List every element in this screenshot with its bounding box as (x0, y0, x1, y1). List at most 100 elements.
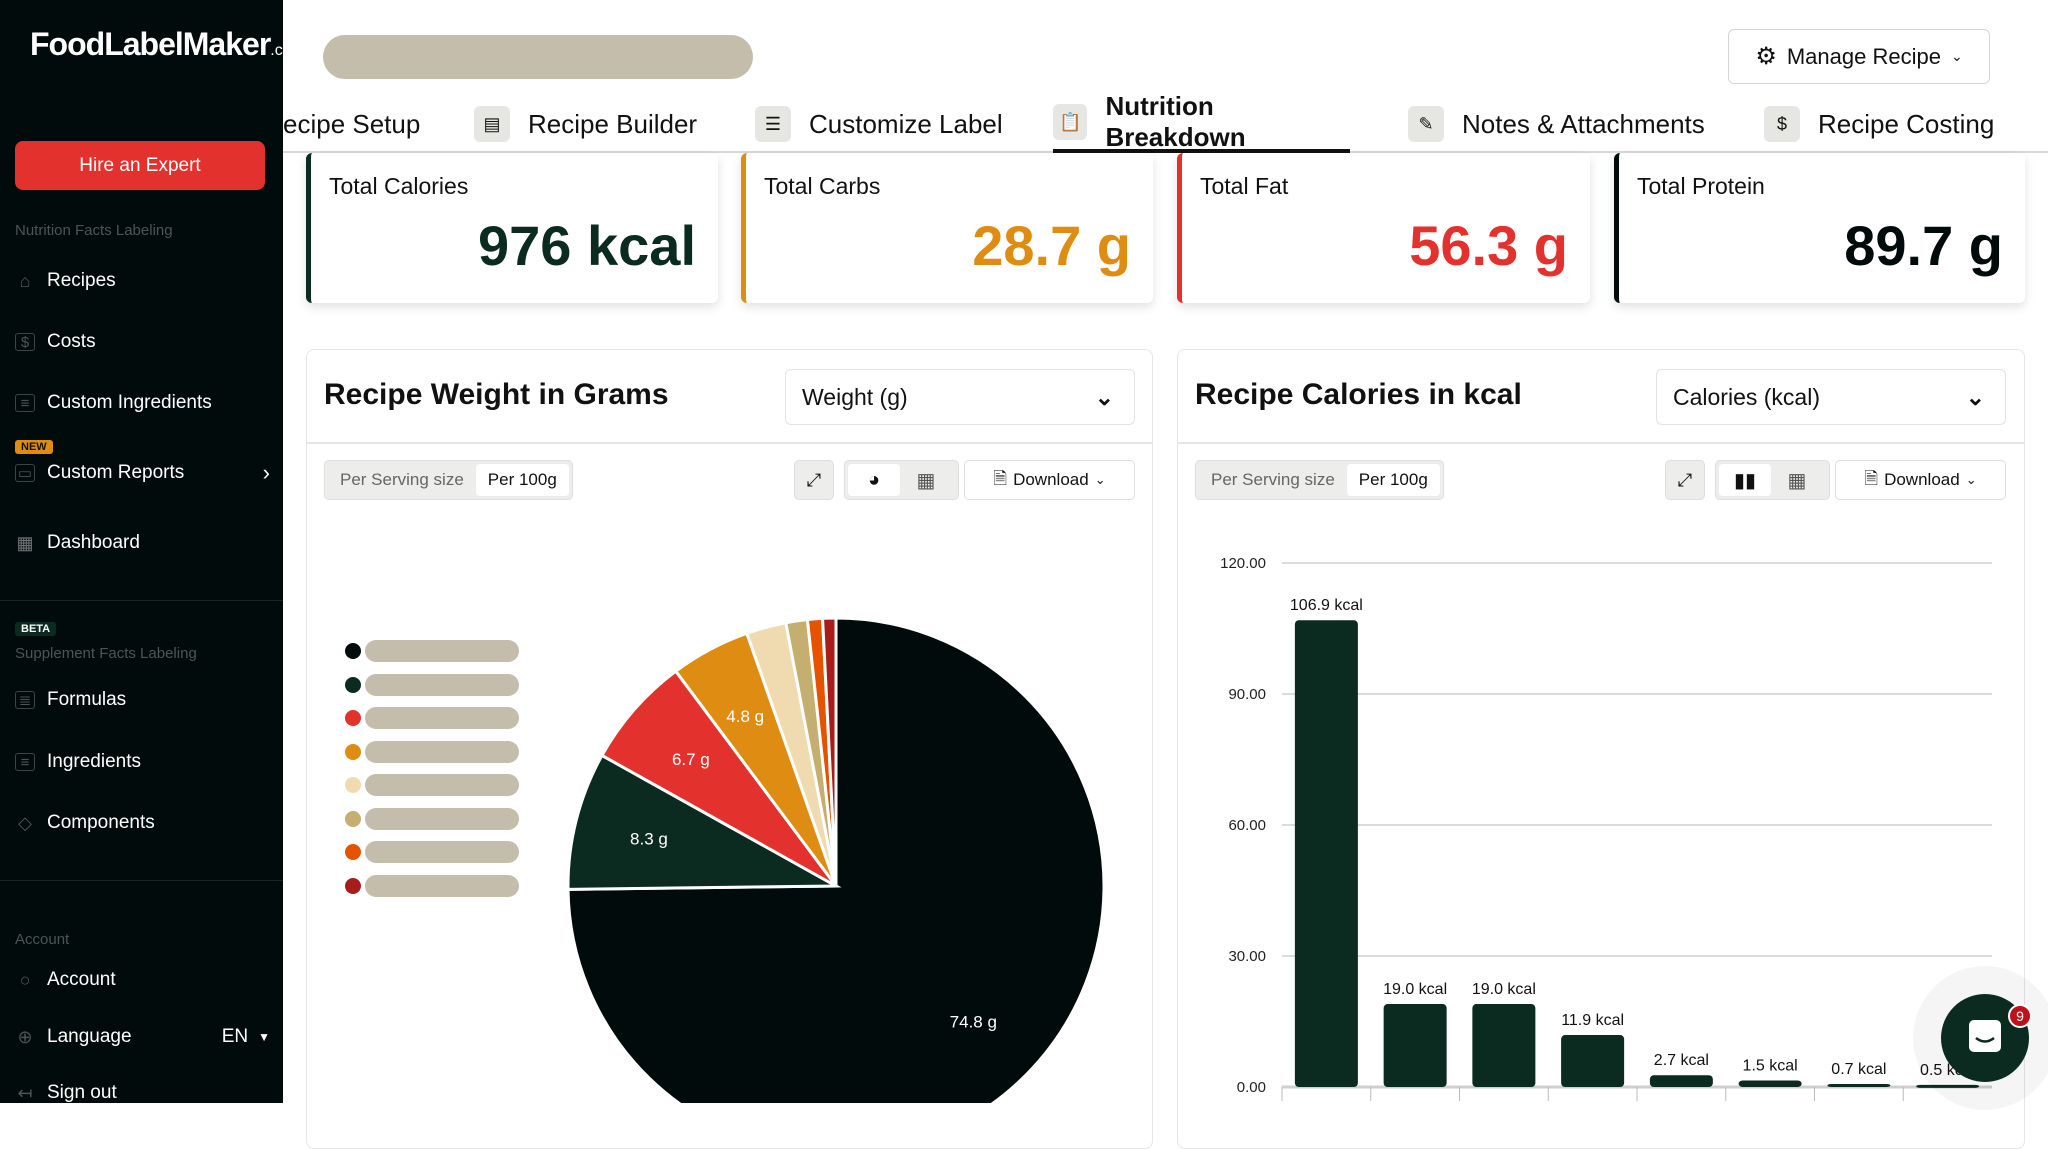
table-view-button[interactable]: ▦ (916, 469, 936, 492)
recipe-name-placeholder (323, 35, 753, 79)
section-label-supplement: Supplement Facts Labeling (15, 645, 197, 662)
expand-icon: ⤢ (806, 469, 822, 490)
expand-button[interactable]: ⤢ (1665, 460, 1705, 500)
table-view-button[interactable]: ▦ (1787, 469, 1807, 492)
beta-badge: BETA (15, 622, 57, 636)
manage-recipe-button[interactable]: ⚙ Manage Recipe ⌄ (1728, 29, 1990, 84)
bar-chart-view-button[interactable]: ▮▮ (1719, 464, 1771, 496)
dollar-icon: $ (15, 333, 35, 351)
tab-customize-label[interactable]: ☰ Customize Label (755, 95, 1003, 153)
sidebar-item-formulas[interactable]: ≣ Formulas (15, 682, 270, 718)
tab-recipe-builder[interactable]: ▤ Recipe Builder (474, 95, 697, 153)
legend-item[interactable] (345, 707, 519, 729)
chat-icon (1969, 1020, 2001, 1052)
legend-item[interactable] (345, 740, 519, 763)
sidebar-item-sign-out[interactable]: ↤ Sign out (15, 1075, 270, 1111)
legend-swatch (345, 643, 361, 659)
expand-button[interactable]: ⤢ (794, 460, 834, 500)
panel-divider (1178, 442, 2024, 444)
legend-swatch (345, 810, 361, 827)
sidebar-item-label: Account (47, 969, 116, 990)
chef-hat-icon: ⌂ (19, 270, 31, 291)
per-100g-option[interactable]: Per 100g (1346, 464, 1440, 496)
tab-nutrition-breakdown[interactable]: 📋 Nutrition Breakdown (1053, 91, 1350, 153)
view-toggle: ▮▮ ▦ (1715, 460, 1830, 500)
sidebar-item-label: Custom Reports (47, 462, 185, 483)
download-label: Download (1013, 470, 1089, 489)
sidebar-item-account[interactable]: ○ Account (15, 962, 270, 998)
legend-item[interactable] (345, 874, 519, 897)
legend-label-redacted (365, 640, 519, 662)
per-serving-option[interactable]: Per Serving size (1211, 470, 1335, 489)
manage-recipe-label: Manage Recipe (1786, 43, 1941, 69)
serving-toggle: Per Serving size Per 100g (324, 460, 573, 500)
calories-metric-select[interactable]: Calories (kcal) ⌄ (1656, 369, 2006, 425)
panel-divider (307, 442, 1152, 444)
logo-suffix: .com (270, 42, 305, 59)
stat-card-protein: Total Protein 89.7 g (1614, 153, 2025, 303)
stat-value: 28.7 g (972, 214, 1131, 277)
legend-item[interactable] (345, 774, 519, 796)
stat-label: Total Protein (1637, 173, 1765, 199)
sidebar-item-recipes[interactable]: ⌂ Recipes (15, 263, 270, 299)
chevron-down-icon: ⌄ (1965, 472, 1977, 487)
download-button[interactable]: 🗎 Download ⌄ (1835, 460, 2006, 500)
per-serving-option[interactable]: Per Serving size (340, 470, 464, 489)
stat-value: 976 kcal (478, 214, 696, 277)
stat-label: Total Carbs (764, 173, 881, 199)
legend-item[interactable] (345, 640, 519, 662)
stat-value: 89.7 g (1844, 214, 2003, 277)
legend-label-redacted (365, 807, 519, 830)
tab-label: Recipe Builder (528, 108, 698, 139)
hire-expert-button[interactable]: Hire an Expert (15, 141, 265, 190)
sidebar-item-costs[interactable]: $ Costs (15, 324, 270, 360)
download-file-icon: 🗎 (1864, 468, 1879, 488)
legend-label-redacted (365, 673, 519, 696)
weight-metric-select[interactable]: Weight (g) ⌄ (785, 369, 1135, 425)
sidebar-item-ingredients[interactable]: ≡ Ingredients (15, 744, 270, 780)
sidebar-divider (0, 880, 283, 881)
chevron-down-icon: ⌄ (1094, 383, 1114, 410)
sidebar-item-custom-ingredients[interactable]: ≡ Custom Ingredients (15, 385, 270, 421)
chevron-down-icon: ⌄ (1950, 48, 1963, 64)
download-button[interactable]: 🗎 Download ⌄ (964, 460, 1135, 500)
logo[interactable]: FoodLabelMaker.com (30, 26, 305, 63)
language-selector[interactable]: ⊕ Language EN ▼ (15, 1019, 270, 1055)
legend-item[interactable] (345, 673, 519, 696)
legend-label-redacted (365, 774, 519, 796)
weight-chart-panel: Recipe Weight in Grams Weight (g) ⌄ Per S… (306, 349, 1153, 1149)
sidebar-item-dashboard[interactable]: ▦ Dashboard (15, 525, 270, 561)
legend-swatch (345, 710, 361, 726)
tab-recipe-setup[interactable]: ecipe Setup (283, 95, 420, 153)
legend-swatch (345, 877, 361, 894)
sidebar: FoodLabelMaker.com Hire an Expert Nutrit… (0, 0, 305, 1103)
sidebar-item-label: Formulas (47, 689, 127, 710)
sidebar-item-label: Ingredients (47, 751, 142, 772)
legend-label-redacted (365, 707, 519, 729)
sidebar-item-label: Recipes (47, 270, 116, 291)
sidebar-divider (0, 600, 283, 601)
per-100g-option[interactable]: Per 100g (475, 464, 569, 496)
document-icon: ▭ (15, 464, 35, 482)
sidebar-item-components[interactable]: ◇ Components (15, 805, 270, 841)
expand-icon: ⤢ (1677, 469, 1693, 490)
sidebar-item-custom-reports[interactable]: ▭ Custom Reports › (15, 455, 270, 491)
sidebar-item-label: Costs (47, 331, 96, 352)
legend-item[interactable] (345, 807, 519, 830)
legend-item[interactable] (345, 841, 519, 863)
user-icon: ○ (19, 969, 31, 990)
tab-bar: ecipe Setup ▤ Recipe Builder ☰ Customize L… (283, 91, 2048, 153)
panel-title: Recipe Weight in Grams (324, 378, 669, 411)
tab-notes-attachments[interactable]: ✎ Notes & Attachments (1408, 95, 1705, 153)
pie-chart-view-button[interactable]: ◕ (848, 464, 900, 496)
legend-swatch (345, 844, 361, 860)
clipboard-icon: 📋 (1053, 104, 1088, 140)
tab-label: ecipe Setup (283, 108, 421, 139)
legend-label-redacted (365, 841, 519, 863)
legend-swatch (345, 676, 361, 693)
legend-label-redacted (365, 874, 519, 897)
tab-label: Customize Label (809, 108, 1003, 139)
globe-icon: ⊕ (17, 1026, 33, 1047)
costing-icon: $ (1764, 106, 1800, 142)
tab-recipe-costing[interactable]: $ Recipe Costing (1764, 95, 1994, 153)
